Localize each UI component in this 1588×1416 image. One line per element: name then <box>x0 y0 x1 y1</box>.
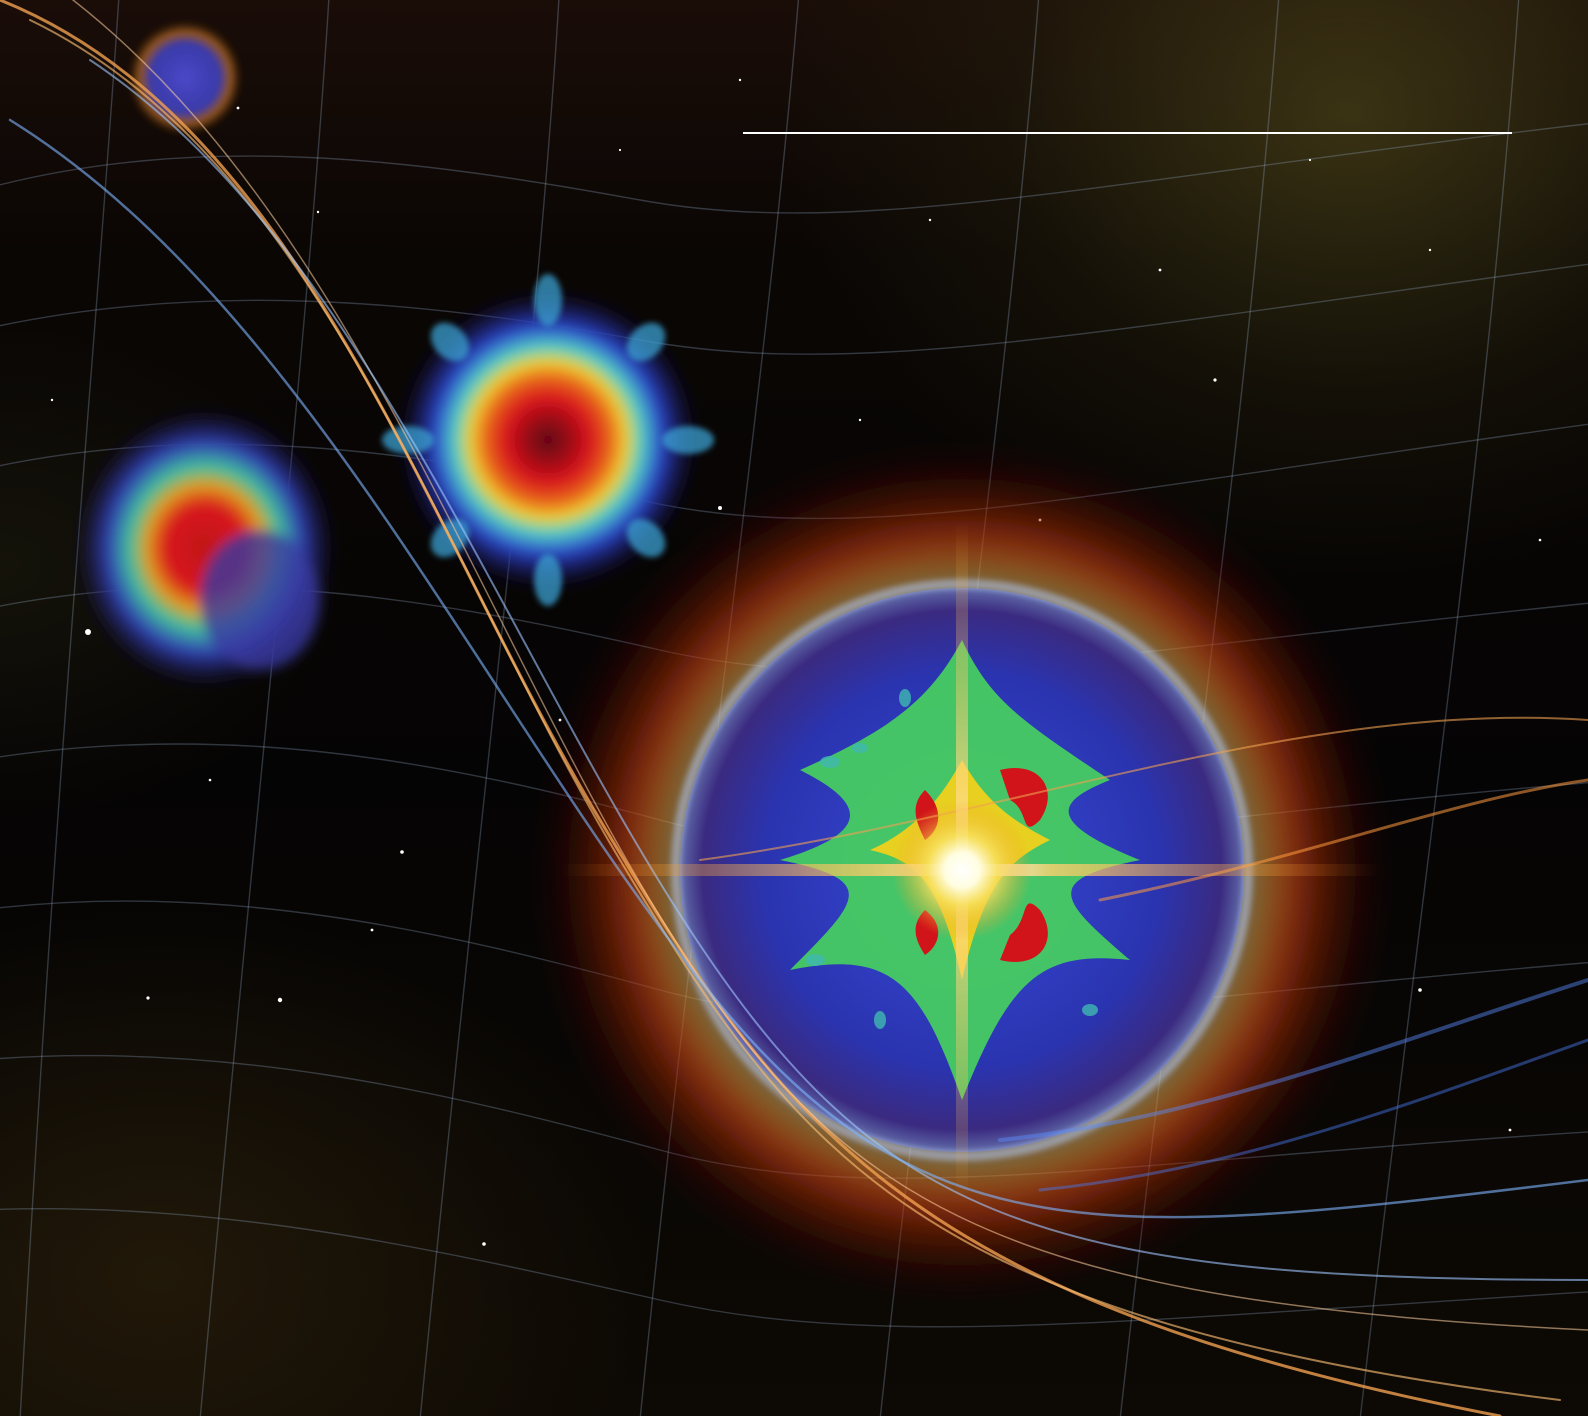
title-rule <box>743 132 1512 134</box>
distant-star-small <box>127 20 243 136</box>
star-simulation-middle <box>382 274 714 606</box>
star-simulation-left <box>75 408 335 688</box>
core-flare <box>560 520 1380 1200</box>
